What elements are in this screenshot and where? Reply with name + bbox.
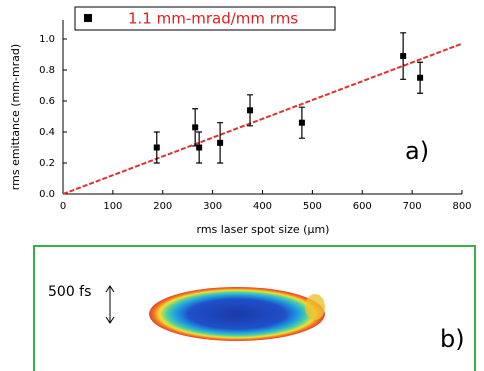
beam-image [149,287,325,341]
x-tick-label: 300 [203,201,222,212]
data-point [154,145,160,151]
beam-image-edge [305,294,325,320]
fit-line [63,44,462,194]
x-tick-label: 400 [253,201,272,212]
data-point [192,124,198,130]
y-tick-label: 0.2 [39,158,55,169]
data-point [299,120,305,126]
data-point [217,140,223,146]
scale-label: 500 fs [48,284,91,300]
panel-label: b) [440,325,465,353]
y-axis-label: rms emittance (mm-mrad) [9,44,22,190]
x-tick-label: 500 [303,201,322,212]
y-tick-label: 0.6 [39,96,55,107]
y-tick-label: 0.8 [39,65,55,76]
x-tick-label: 600 [353,201,372,212]
x-axis-label: rms laser spot size (μm) [197,223,330,236]
data-point [196,145,202,151]
y-tick-label: 0.4 [39,127,55,138]
data-point [247,107,253,113]
figure: 1.1 mm-mrad/mm rms rms laser spot size (… [0,0,484,371]
x-tick-label: 700 [403,201,422,212]
x-tick-label: 0 [60,201,66,212]
x-tick-label: 100 [103,201,122,212]
legend-marker [84,14,92,22]
y-tick-label: 0.0 [39,189,55,200]
panel-label: a) [405,137,429,165]
data-point [400,53,406,59]
y-tick-label: 1.0 [39,34,55,45]
legend-label: 1.1 mm-mrad/mm rms [128,10,298,28]
data-point [417,75,423,81]
x-tick-label: 800 [452,201,471,212]
x-tick-label: 200 [153,201,172,212]
